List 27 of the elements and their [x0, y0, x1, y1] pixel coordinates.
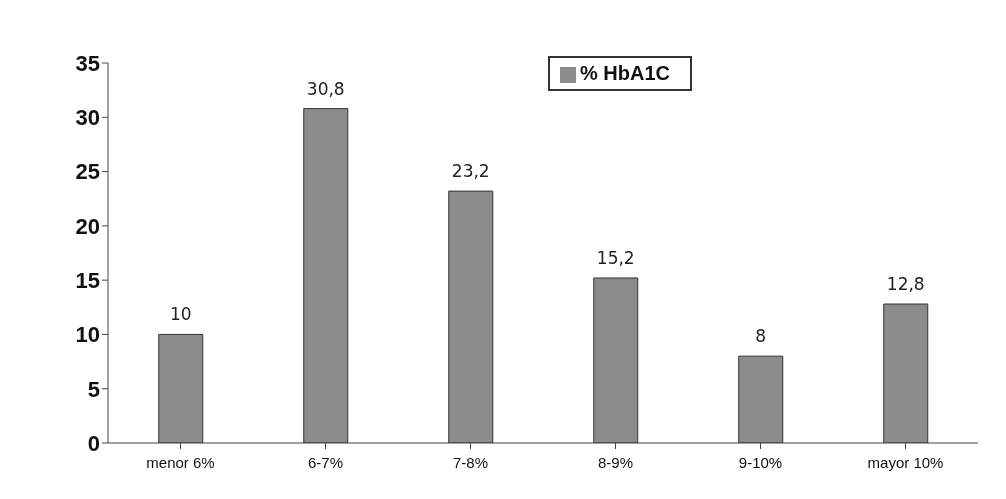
bar — [448, 190, 494, 443]
data-label: 10 — [169, 304, 192, 325]
bar — [158, 333, 204, 443]
y-tick-label: 35 — [75, 50, 100, 76]
y-tick-label: 20 — [75, 213, 100, 239]
x-tick-label: 9-10% — [738, 453, 783, 471]
data-label: 8 — [755, 326, 767, 347]
x-tick-label: menor 6% — [146, 453, 215, 471]
y-tick-label: 10 — [75, 322, 100, 348]
y-tick-label: 25 — [75, 159, 100, 185]
data-label: 15,2 — [596, 247, 635, 268]
data-label: 30,8 — [306, 78, 345, 99]
x-tick-label: 8-9% — [597, 453, 634, 471]
y-tick-label: 0 — [87, 430, 100, 456]
data-label: 12,8 — [886, 274, 925, 295]
bar — [738, 355, 784, 443]
bar — [303, 108, 349, 443]
x-tick-label: mayor 10% — [867, 453, 944, 471]
data-label: 23,2 — [451, 161, 490, 182]
bar — [883, 303, 929, 443]
x-tick-label: 6-7% — [307, 453, 344, 471]
bar — [593, 277, 639, 443]
x-tick-label: 7-8% — [452, 453, 489, 471]
y-tick-label: 15 — [75, 267, 100, 293]
legend-label: % HbA1C — [580, 62, 671, 84]
y-tick-label: 5 — [87, 376, 100, 402]
y-tick-label: 30 — [75, 105, 100, 131]
